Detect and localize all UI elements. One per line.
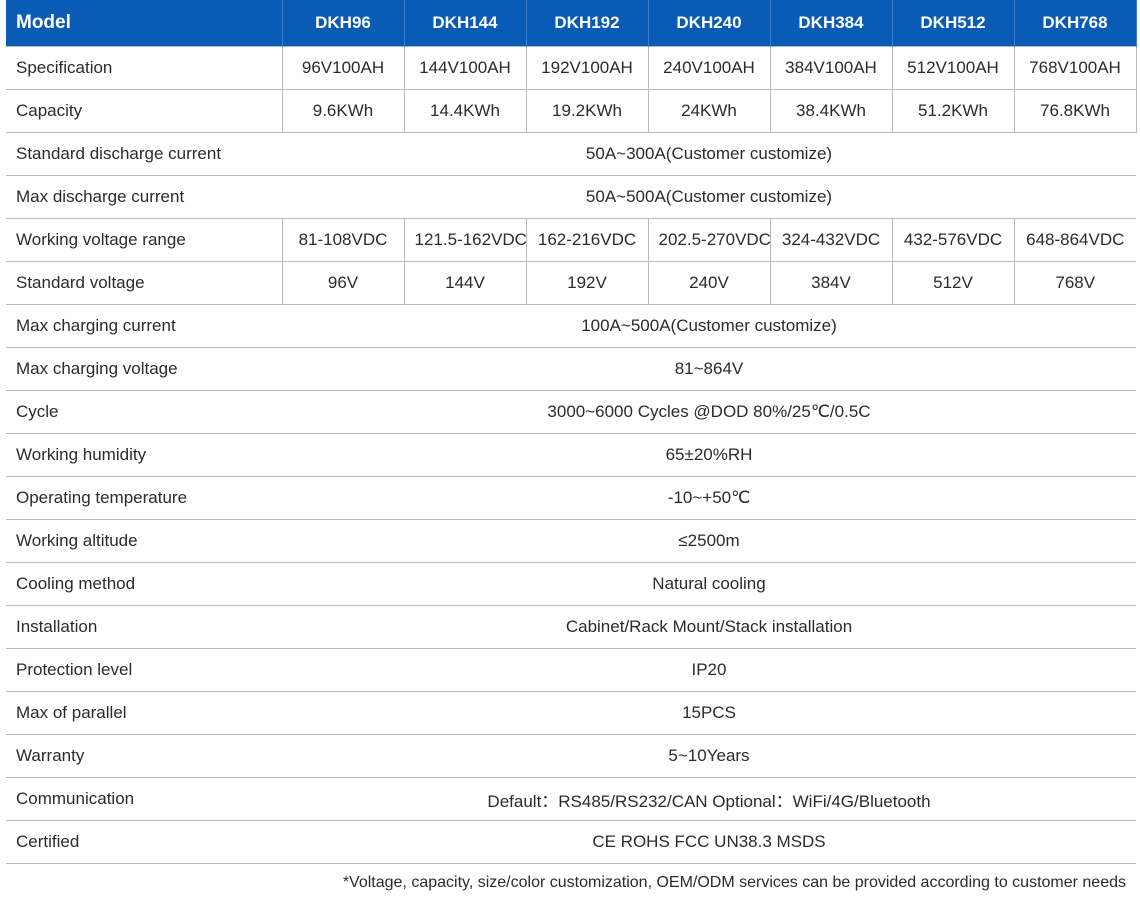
row-value: Cabinet/Rack Mount/Stack installation xyxy=(282,606,1136,649)
row-cell: 192V100AH xyxy=(526,47,648,90)
table-row: Working altitude≤2500m xyxy=(6,520,1136,563)
spec-table-container: Model DKH96 DKH144 DKH192 DKH240 DKH384 … xyxy=(0,0,1140,902)
table-row: Standard voltage96V144V192V240V384V512V7… xyxy=(6,262,1136,305)
row-value: 100A~500A(Customer customize) xyxy=(282,305,1136,348)
row-cell: 96V xyxy=(282,262,404,305)
table-row: Working voltage range81-108VDC121.5-162V… xyxy=(6,219,1136,262)
row-cell: 14.4KWh xyxy=(404,90,526,133)
table-row: Warranty5~10Years xyxy=(6,735,1136,778)
row-label: Max of parallel xyxy=(6,692,282,735)
table-body: Specification96V100AH144V100AH192V100AH2… xyxy=(6,47,1136,864)
table-row: Cycle3000~6000 Cycles @DOD 80%/25℃/0.5C xyxy=(6,391,1136,434)
table-row: CommunicationDefault：RS485/RS232/CAN Opt… xyxy=(6,778,1136,821)
row-value: 3000~6000 Cycles @DOD 80%/25℃/0.5C xyxy=(282,391,1136,434)
row-label: Cycle xyxy=(6,391,282,434)
row-cell: 512V100AH xyxy=(892,47,1014,90)
row-cell: 162-216VDC xyxy=(526,219,648,262)
row-cell: 38.4KWh xyxy=(770,90,892,133)
row-cell: 76.8KWh xyxy=(1014,90,1136,133)
footnote: *Voltage, capacity, size/color customiza… xyxy=(6,864,1134,892)
table-row: Operating temperature-10~+50℃ xyxy=(6,477,1136,520)
row-value: IP20 xyxy=(282,649,1136,692)
row-cell: 512V xyxy=(892,262,1014,305)
table-row: Max of parallel15PCS xyxy=(6,692,1136,735)
row-label: Operating temperature xyxy=(6,477,282,520)
row-cell: 768V100AH xyxy=(1014,47,1136,90)
header-model-2: DKH192 xyxy=(526,0,648,47)
row-label: Max discharge current xyxy=(6,176,282,219)
table-row: Cooling methodNatural cooling xyxy=(6,563,1136,606)
row-cell: 51.2KWh xyxy=(892,90,1014,133)
table-row: Specification96V100AH144V100AH192V100AH2… xyxy=(6,47,1136,90)
row-value: Natural cooling xyxy=(282,563,1136,606)
spec-table: Model DKH96 DKH144 DKH192 DKH240 DKH384 … xyxy=(6,0,1137,864)
row-cell: 240V100AH xyxy=(648,47,770,90)
row-label: Protection level xyxy=(6,649,282,692)
row-label: Standard voltage xyxy=(6,262,282,305)
row-cell: 384V100AH xyxy=(770,47,892,90)
row-value: CE ROHS FCC UN38.3 MSDS xyxy=(282,821,1136,864)
table-row: Capacity9.6KWh14.4KWh19.2KWh24KWh38.4KWh… xyxy=(6,90,1136,133)
row-cell: 19.2KWh xyxy=(526,90,648,133)
header-model-4: DKH384 xyxy=(770,0,892,47)
row-cell: 768V xyxy=(1014,262,1136,305)
row-label: Warranty xyxy=(6,735,282,778)
row-label: Cooling method xyxy=(6,563,282,606)
row-cell: 432-576VDC xyxy=(892,219,1014,262)
row-cell: 121.5-162VDC xyxy=(404,219,526,262)
row-value: 5~10Years xyxy=(282,735,1136,778)
row-cell: 384V xyxy=(770,262,892,305)
header-model-label: Model xyxy=(6,0,282,47)
table-row: Protection levelIP20 xyxy=(6,649,1136,692)
row-cell: 144V xyxy=(404,262,526,305)
row-label: Standard discharge current xyxy=(6,133,282,176)
table-header: Model DKH96 DKH144 DKH192 DKH240 DKH384 … xyxy=(6,0,1136,47)
row-label: Working altitude xyxy=(6,520,282,563)
table-row: Max charging current100A~500A(Customer c… xyxy=(6,305,1136,348)
table-row: Standard discharge current50A~300A(Custo… xyxy=(6,133,1136,176)
header-model-6: DKH768 xyxy=(1014,0,1136,47)
row-label: Working voltage range xyxy=(6,219,282,262)
row-value: ≤2500m xyxy=(282,520,1136,563)
row-label: Max charging current xyxy=(6,305,282,348)
table-row: Working humidity65±20%RH xyxy=(6,434,1136,477)
row-cell: 144V100AH xyxy=(404,47,526,90)
table-row: InstallationCabinet/Rack Mount/Stack ins… xyxy=(6,606,1136,649)
row-value: 15PCS xyxy=(282,692,1136,735)
row-cell: 324-432VDC xyxy=(770,219,892,262)
row-label: Capacity xyxy=(6,90,282,133)
row-value: 65±20%RH xyxy=(282,434,1136,477)
row-cell: 9.6KWh xyxy=(282,90,404,133)
row-value: -10~+50℃ xyxy=(282,477,1136,520)
row-label: Specification xyxy=(6,47,282,90)
row-value: 50A~300A(Customer customize) xyxy=(282,133,1136,176)
row-cell: 96V100AH xyxy=(282,47,404,90)
table-row: Max discharge current50A~500A(Customer c… xyxy=(6,176,1136,219)
header-model-3: DKH240 xyxy=(648,0,770,47)
row-cell: 240V xyxy=(648,262,770,305)
row-label: Working humidity xyxy=(6,434,282,477)
header-model-5: DKH512 xyxy=(892,0,1014,47)
row-label: Installation xyxy=(6,606,282,649)
row-label: Certified xyxy=(6,821,282,864)
table-row: Max charging voltage81~864V xyxy=(6,348,1136,391)
row-label: Communication xyxy=(6,778,282,821)
row-cell: 202.5-270VDC xyxy=(648,219,770,262)
header-model-1: DKH144 xyxy=(404,0,526,47)
table-row: CertifiedCE ROHS FCC UN38.3 MSDS xyxy=(6,821,1136,864)
row-value: 81~864V xyxy=(282,348,1136,391)
row-label: Max charging voltage xyxy=(6,348,282,391)
row-cell: 192V xyxy=(526,262,648,305)
row-cell: 24KWh xyxy=(648,90,770,133)
row-value: 50A~500A(Customer customize) xyxy=(282,176,1136,219)
header-model-0: DKH96 xyxy=(282,0,404,47)
row-cell: 81-108VDC xyxy=(282,219,404,262)
row-cell: 648-864VDC xyxy=(1014,219,1136,262)
row-value: Default：RS485/RS232/CAN Optional：WiFi/4G… xyxy=(282,778,1136,821)
